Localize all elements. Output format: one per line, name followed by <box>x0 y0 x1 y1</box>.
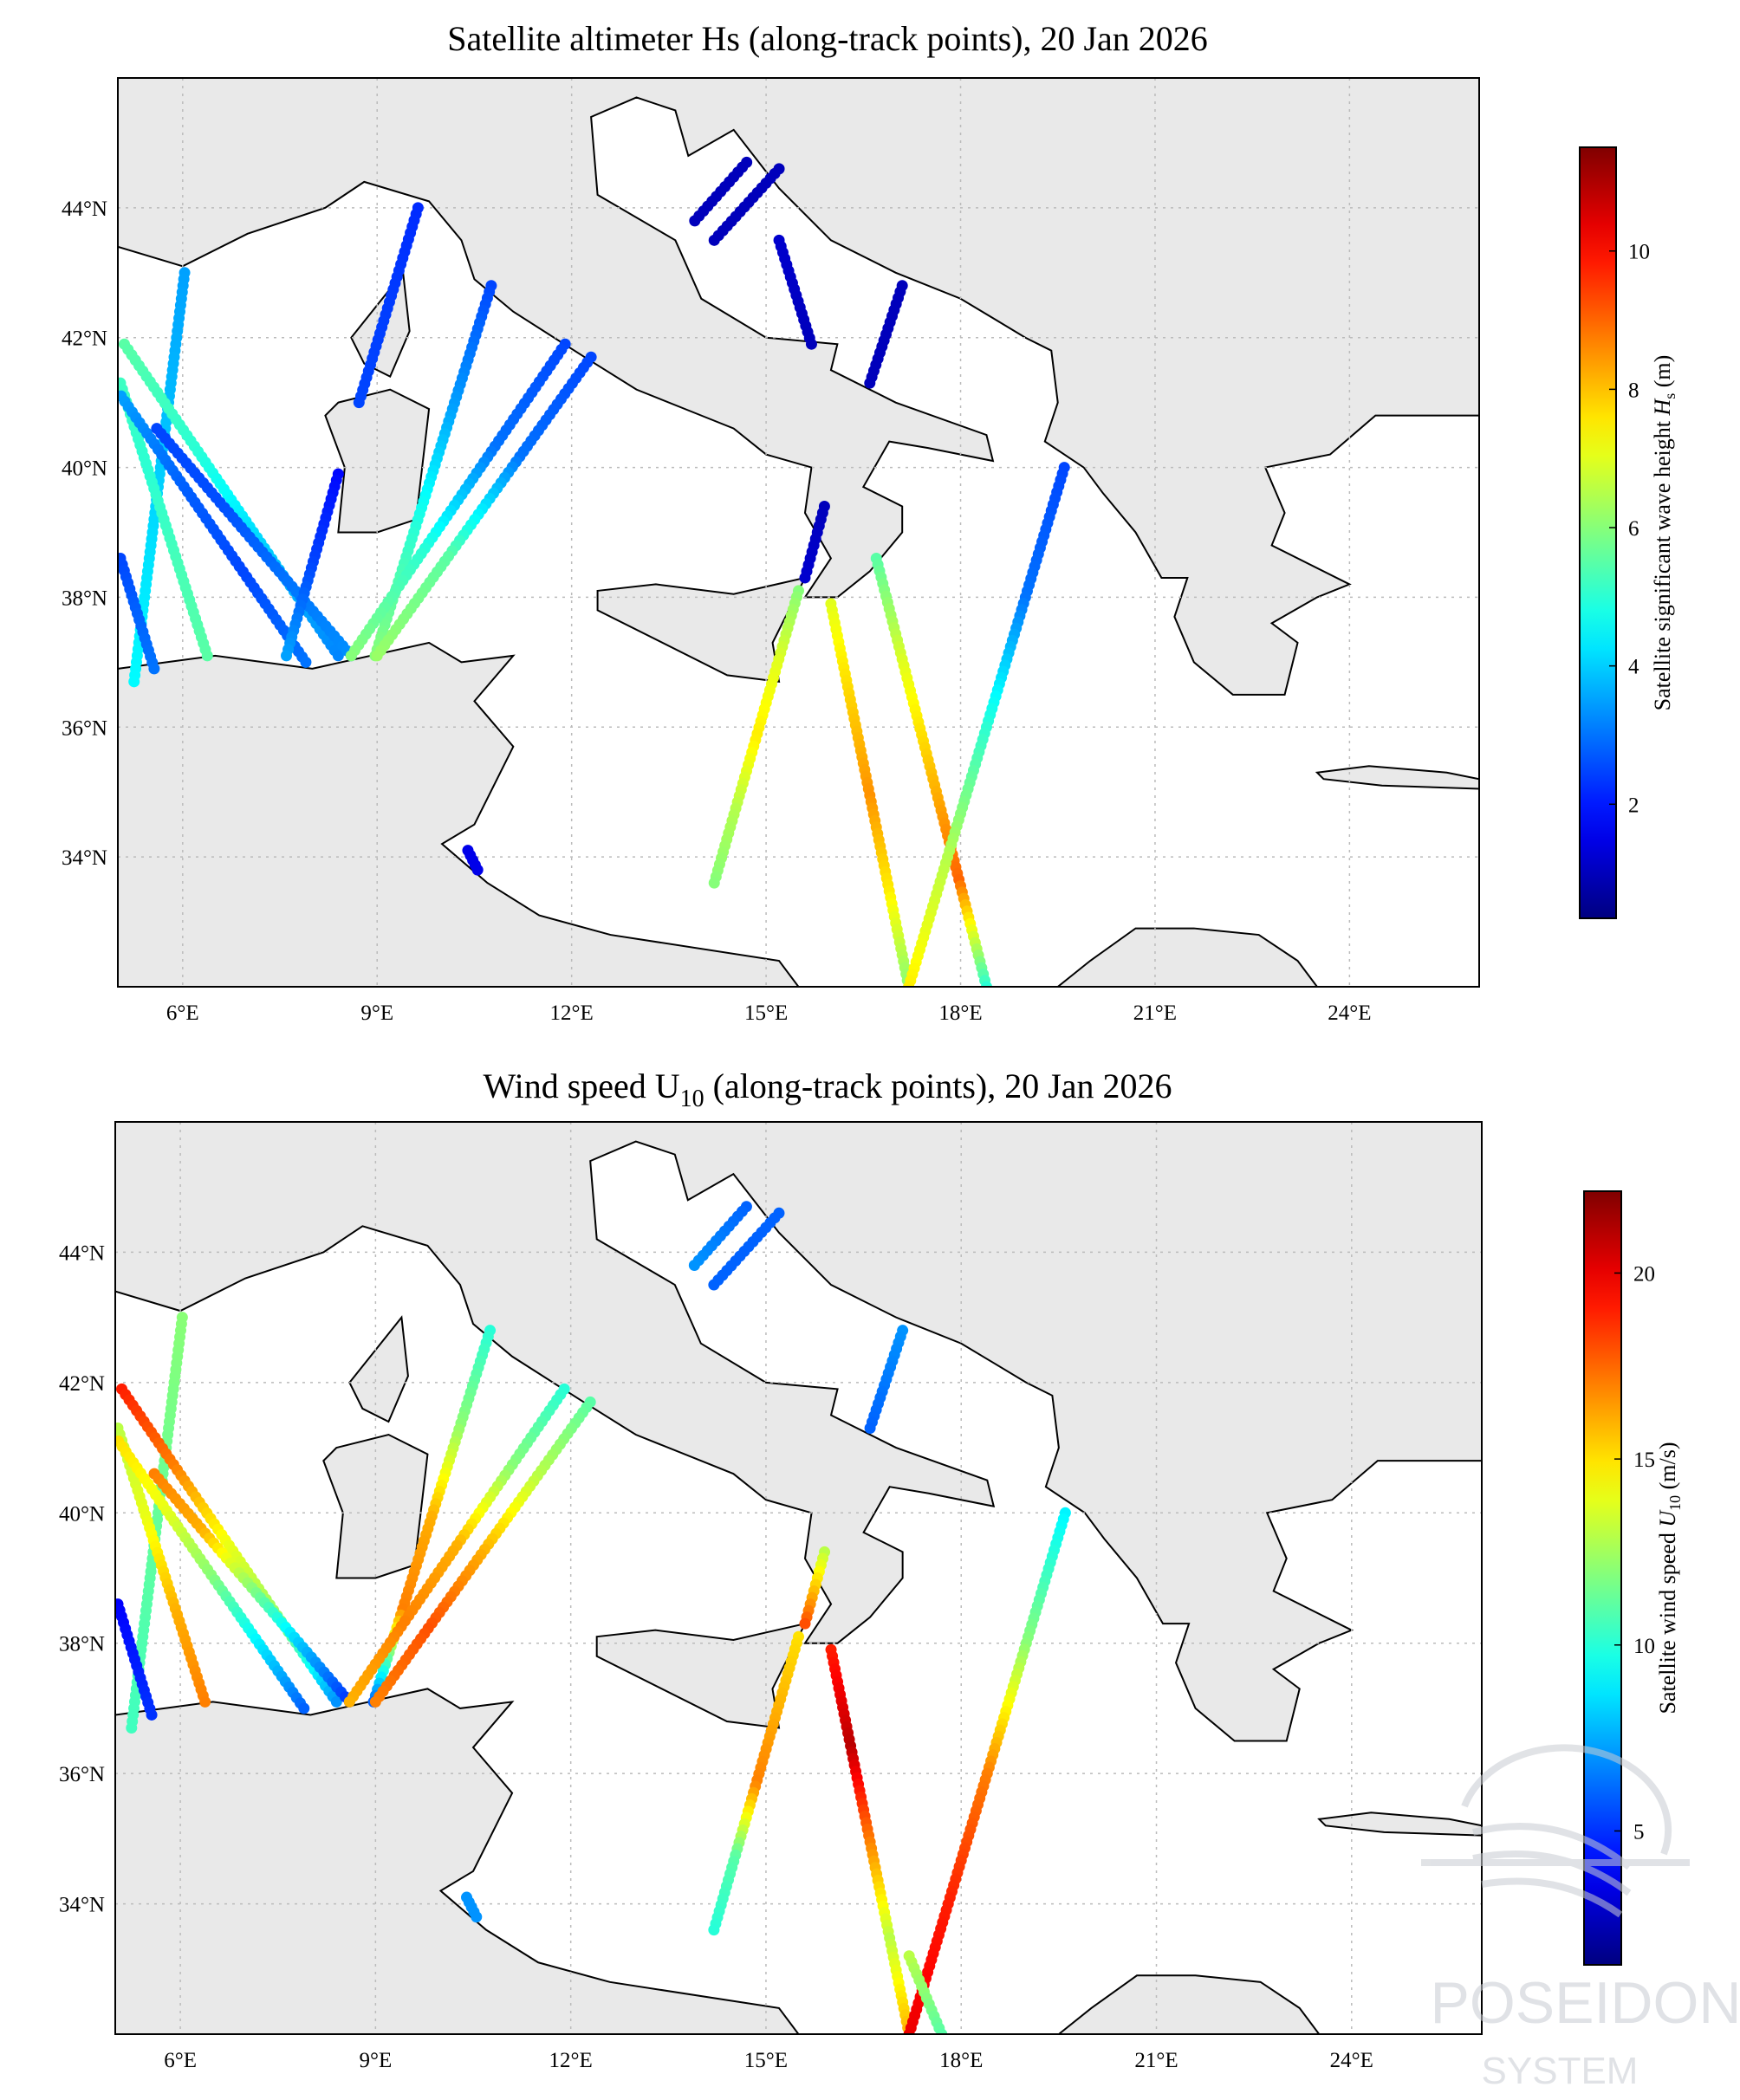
track-point <box>708 1279 720 1291</box>
x-tick-label: 21°E <box>1133 1001 1177 1025</box>
land-polygon <box>596 576 807 683</box>
x-tick-label: 6°E <box>164 2049 197 2072</box>
x-tick-label: 24°E <box>1330 2049 1373 2072</box>
colorbar-tick-label: 6 <box>1628 517 1639 541</box>
track-point <box>298 1702 310 1714</box>
y-tick-label: 34°N <box>59 1894 105 1917</box>
track-point <box>805 338 817 350</box>
land-polygon <box>115 1122 1482 1742</box>
land-polygon <box>1315 765 1479 790</box>
poseidon-logo-icon <box>1421 1744 1690 1918</box>
y-tick-label: 42°N <box>62 327 107 351</box>
colorbar-label: Satellite significant wave height Hs (m) <box>1650 355 1678 711</box>
watermark-poseidon: POSEIDON <box>1431 1970 1740 2036</box>
track-point <box>330 1695 342 1708</box>
y-tick-label: 44°N <box>59 1241 105 1265</box>
wind-chart-title: Wind speed U10 (along-track points), 20 … <box>483 1066 1172 1112</box>
track-point <box>201 650 213 662</box>
track-point <box>903 2028 915 2034</box>
x-tick-label: 24°E <box>1328 1001 1371 1025</box>
land-polygon <box>595 1622 807 1729</box>
track-point <box>369 1695 381 1708</box>
track-point <box>688 1259 700 1271</box>
track-point <box>300 656 312 668</box>
y-tick-label: 40°N <box>59 1502 105 1526</box>
colorbar-tick-label: 5 <box>1633 1820 1645 1844</box>
y-tick-label: 42°N <box>59 1372 105 1396</box>
colorbar <box>1583 1190 1622 1966</box>
y-tick-label: 36°N <box>62 716 107 740</box>
x-tick-label: 12°E <box>550 1001 594 1025</box>
x-tick-label: 9°E <box>360 1001 393 1025</box>
land-polygon <box>1057 1974 1321 2034</box>
land-polygon <box>118 78 1479 696</box>
track-point <box>864 377 876 389</box>
y-tick-label: 38°N <box>62 587 107 610</box>
land-polygon <box>1317 1812 1482 1837</box>
y-tick-label: 38°N <box>59 1633 105 1656</box>
land-polygon <box>115 1688 800 2034</box>
colorbar-tick-label: 10 <box>1633 1635 1655 1658</box>
y-tick-label: 34°N <box>62 846 107 870</box>
track-point <box>903 981 915 987</box>
track-point <box>332 650 344 662</box>
poseidon-watermark: POSEIDON SYSTEM <box>1421 1744 1740 2092</box>
track-point <box>799 572 811 584</box>
x-tick-label: 21°E <box>1134 2049 1178 2072</box>
track-point <box>864 1423 876 1435</box>
x-tick-label: 9°E <box>359 2049 392 2072</box>
track-point <box>708 877 720 889</box>
track-point <box>708 234 720 246</box>
track-point <box>471 864 484 876</box>
colorbar-tick-label: 15 <box>1633 1449 1655 1472</box>
y-tick-label: 44°N <box>62 198 107 221</box>
track-point <box>471 1911 483 1923</box>
track-point <box>343 1695 355 1708</box>
track-point <box>353 397 365 409</box>
y-tick-label: 36°N <box>59 1763 105 1786</box>
x-tick-label: 18°E <box>938 1001 982 1025</box>
land-polygon <box>348 1315 409 1423</box>
track-point <box>148 663 160 675</box>
x-tick-label: 15°E <box>744 2049 788 2072</box>
colorbar-tick-label: 2 <box>1628 794 1639 817</box>
map-area <box>118 78 1479 987</box>
track-point <box>128 676 140 688</box>
track-point <box>146 1708 158 1721</box>
track-point <box>126 1721 138 1734</box>
track-point <box>708 1924 720 1936</box>
hs-panel: Satellite altimeter Hs (along-track poin… <box>62 19 1678 1025</box>
colorbar <box>1579 146 1617 919</box>
wind-panel: Wind speed U10 (along-track points), 20 … <box>59 1066 1684 2072</box>
axes-frame <box>117 77 1480 988</box>
track-point <box>980 981 992 987</box>
track-point <box>689 215 701 227</box>
watermark-system: SYSTEM <box>1482 2050 1639 2092</box>
track-point <box>199 1695 211 1708</box>
x-tick-label: 18°E <box>939 2049 983 2072</box>
track-point <box>799 1617 811 1630</box>
colorbar-tick-label: 8 <box>1628 379 1639 402</box>
x-tick-label: 6°E <box>166 1001 199 1025</box>
colorbar-label: Satellite wind speed U10 (m/s) <box>1655 1442 1684 1714</box>
track-point <box>371 650 383 662</box>
colorbar-tick-label: 10 <box>1628 241 1650 264</box>
track-point <box>345 650 357 662</box>
x-tick-label: 15°E <box>744 1001 788 1025</box>
colorbar-tick-label: 4 <box>1628 656 1639 679</box>
track-point <box>936 2028 948 2034</box>
colorbar-tick-label: 20 <box>1633 1262 1655 1286</box>
axes-frame <box>114 1121 1483 2035</box>
x-tick-label: 12°E <box>549 2049 593 2072</box>
map-area <box>115 1122 1482 2034</box>
hs-chart-title: Satellite altimeter Hs (along-track poin… <box>447 19 1208 58</box>
y-tick-label: 40°N <box>62 457 107 481</box>
land-polygon <box>118 641 800 987</box>
land-polygon <box>1056 927 1319 987</box>
track-point <box>281 650 293 662</box>
